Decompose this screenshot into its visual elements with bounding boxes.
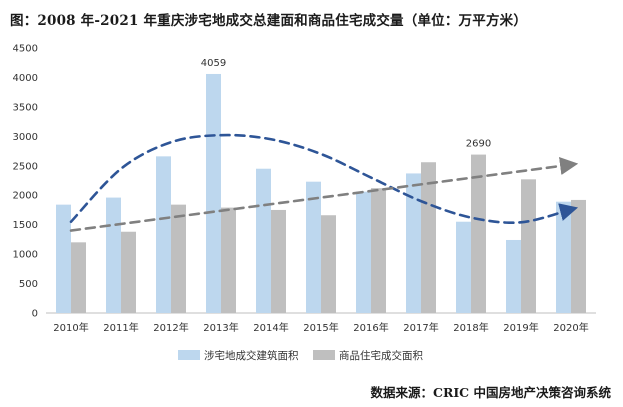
data-label: 4059: [201, 58, 226, 69]
legend-swatch-1: [178, 350, 200, 360]
chart-title: 图：2008 年-2021 年重庆涉宅地成交总建面和商品住宅成交量（单位：万平方…: [10, 13, 528, 29]
x-tick-label: 2015年: [303, 321, 338, 334]
bar-series-1: [356, 191, 371, 313]
bars: [56, 73, 586, 313]
bar-series-2: [521, 179, 536, 313]
trend-line-1: [69, 133, 579, 224]
x-tick-label: 2018年: [453, 321, 488, 334]
y-tick-label: 500: [19, 279, 38, 290]
y-tick-label: 4500: [13, 44, 38, 55]
x-axis: 2010年 2011年 2012年 2013年 2014年 2015年 2016年 2017年…: [46, 312, 596, 334]
bar-series-2: [421, 162, 436, 313]
bar-series-2: [471, 154, 486, 313]
bar-series-1: [506, 239, 521, 313]
x-tick-label: 2016年: [353, 321, 388, 334]
y-tick-label: 2500: [13, 161, 38, 172]
bar-series-1: [56, 204, 71, 313]
y-tick-label: 3000: [13, 132, 38, 143]
bar-series-2: [221, 207, 236, 313]
y-tick-label: 1000: [13, 250, 38, 261]
y-tick-label: 0: [32, 309, 38, 320]
data-labels: 4059 2690: [201, 58, 491, 150]
trend-lines: [69, 133, 579, 232]
y-axis: 0 500 1000 1500 2000 2500 3000 3500 4000 4500: [13, 44, 38, 320]
bar-series-1: [456, 221, 471, 313]
legend: 涉宅地成交建筑面积 商品住宅成交面积: [178, 349, 423, 362]
x-tick-label: 2013年: [203, 321, 238, 334]
bar-series-1: [306, 181, 321, 313]
bar-series-2: [571, 199, 586, 313]
data-source: 数据来源：CRIC 中国房地产决策咨询系统: [370, 385, 612, 400]
x-tick-label: 2017年: [403, 321, 438, 334]
y-tick-label: 3500: [13, 102, 38, 113]
bar-series-2: [121, 231, 136, 313]
bar-series-2: [171, 204, 186, 313]
x-tick-label: 2019年: [503, 321, 538, 334]
x-tick-label: 2014年: [253, 321, 288, 334]
legend-label-1: 涉宅地成交建筑面积: [204, 349, 299, 362]
y-tick-label: 2000: [13, 191, 38, 202]
x-tick-label: 2010年: [53, 321, 88, 334]
bar-series-1: [156, 156, 171, 313]
bar-series-1: [206, 73, 221, 313]
bar-series-2: [71, 242, 86, 313]
legend-label-2: 商品住宅成交面积: [339, 349, 423, 362]
bar-series-1: [556, 201, 571, 313]
bar-series-1: [106, 197, 121, 313]
x-tick-label: 2020年: [553, 321, 588, 334]
data-label: 2690: [466, 139, 491, 150]
y-tick-label: 4000: [13, 73, 38, 84]
x-tick-label: 2012年: [153, 321, 188, 334]
trend-line-2: [69, 157, 579, 232]
bar-series-2: [321, 215, 336, 313]
legend-swatch-2: [313, 350, 335, 360]
y-tick-label: 1500: [13, 220, 38, 231]
x-tick-label: 2011年: [103, 321, 138, 334]
bar-series-1: [406, 173, 421, 313]
bar-series-2: [271, 209, 286, 313]
bar-series-1: [256, 168, 271, 313]
bar-series-2: [371, 188, 386, 313]
